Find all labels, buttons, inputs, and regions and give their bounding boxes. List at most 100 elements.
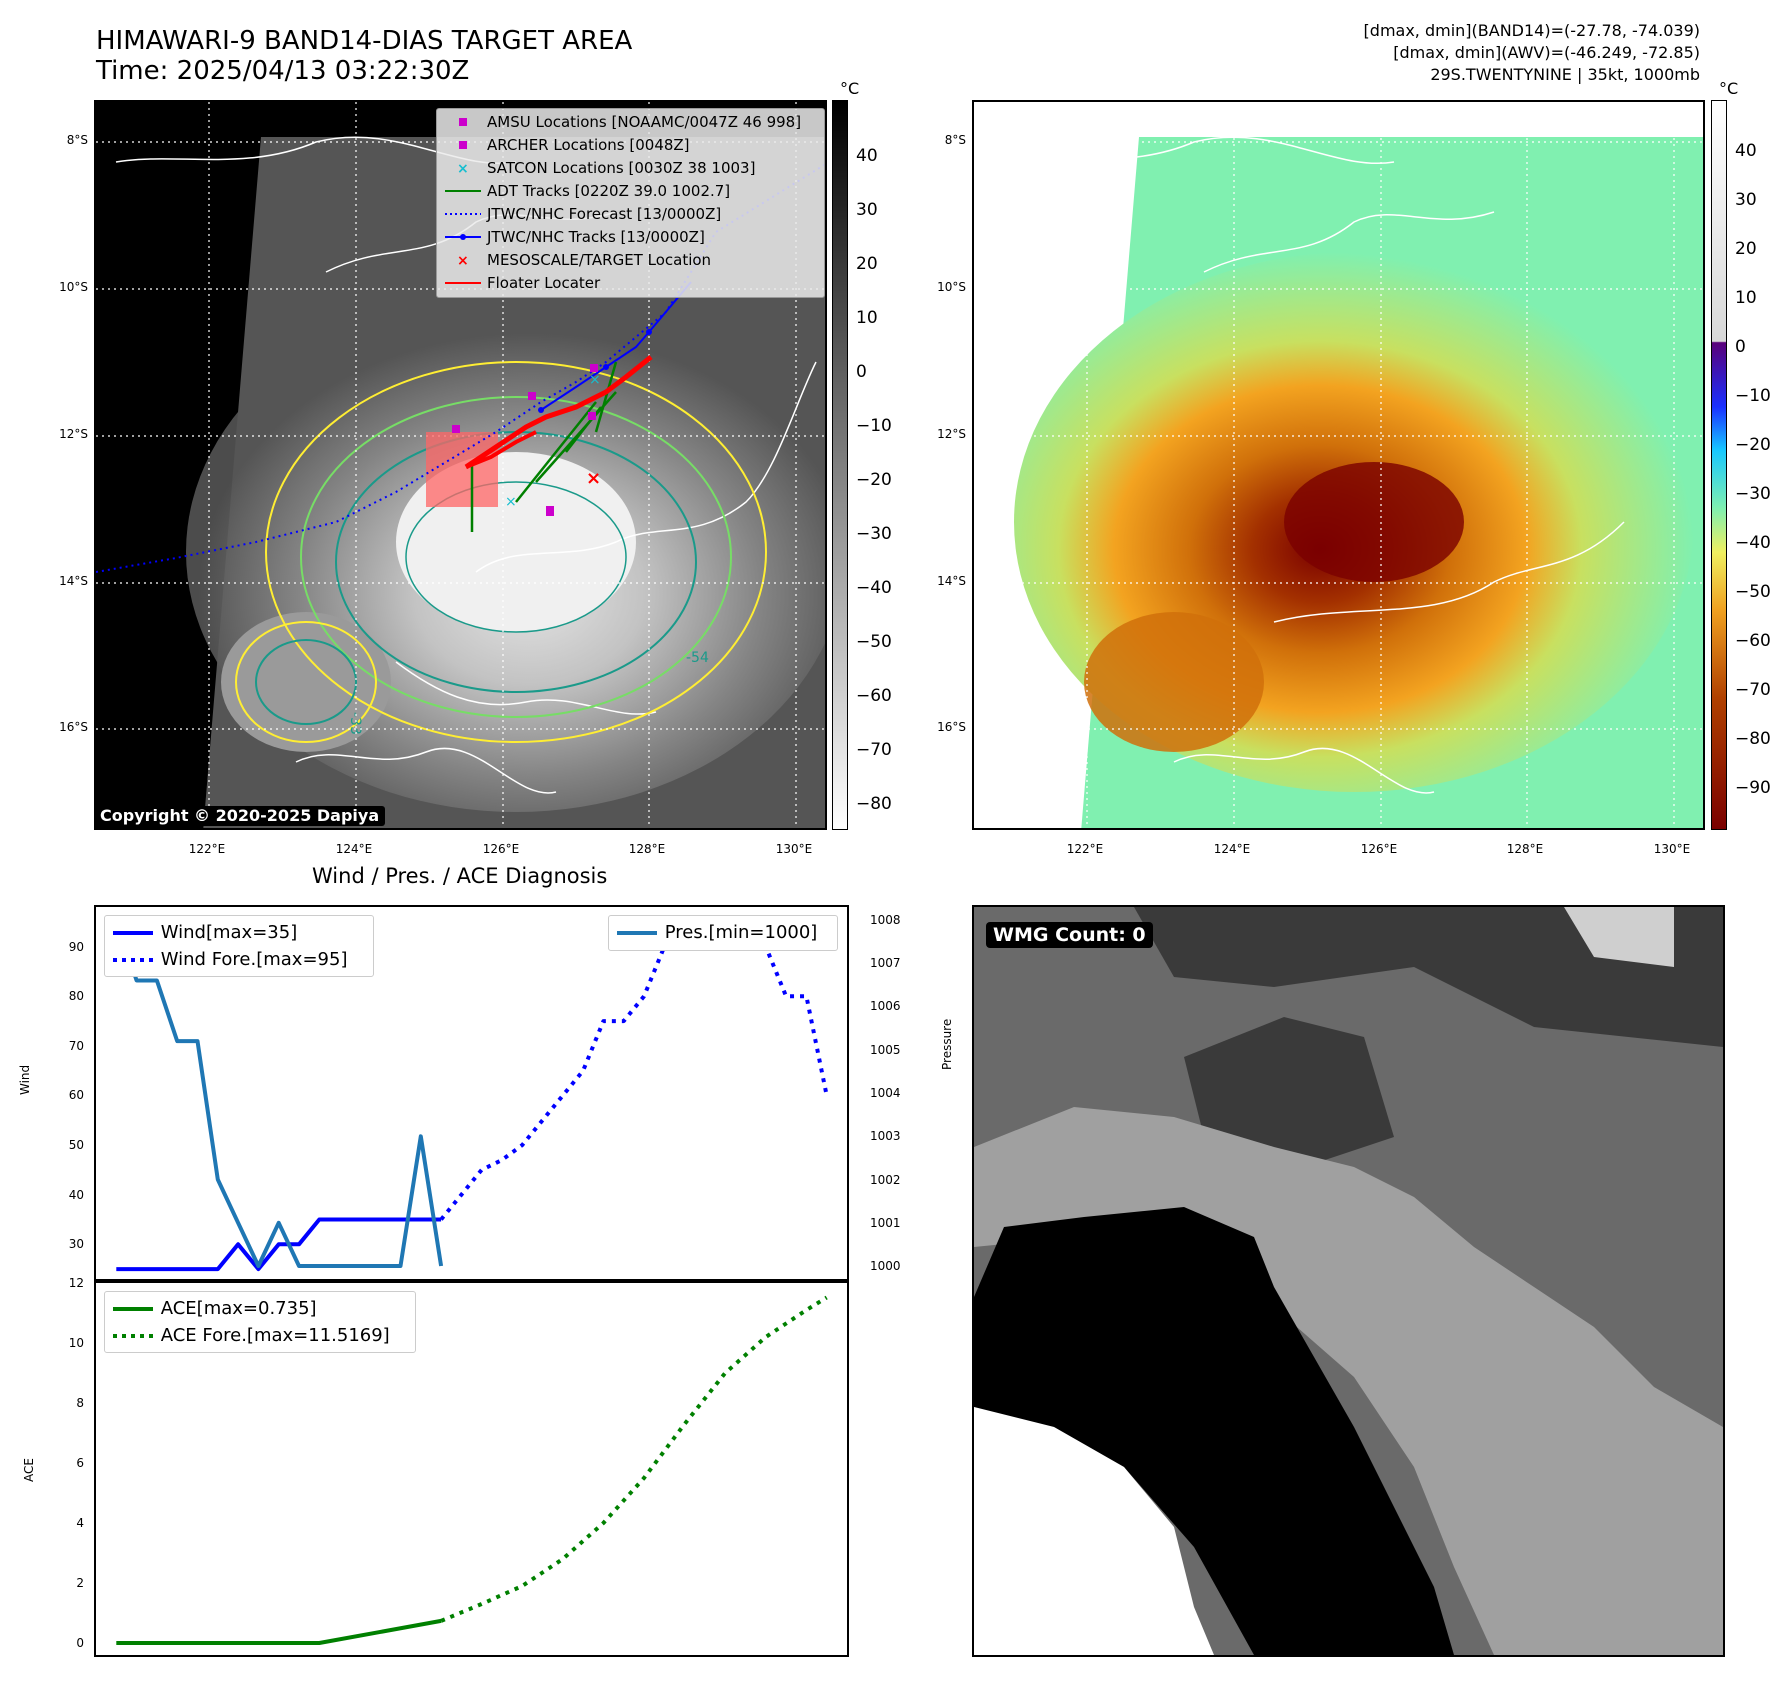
contour-yellow bbox=[265, 361, 767, 743]
lat-label: 10°S bbox=[59, 280, 88, 294]
solid-line-icon bbox=[113, 931, 153, 935]
square-marker-icon bbox=[443, 134, 483, 156]
contour-label: -54 bbox=[686, 650, 709, 666]
lat-label: 14°S bbox=[937, 574, 966, 588]
lat-label: 8°S bbox=[944, 133, 966, 147]
contour-teal-inner bbox=[405, 481, 627, 633]
colorbar-tick-label: 0 bbox=[856, 362, 867, 382]
lon-label: 124°E bbox=[1213, 842, 1251, 856]
y-tick-label: 4 bbox=[76, 1516, 84, 1530]
map-gridlines bbox=[974, 102, 1703, 828]
lat-label: 8°S bbox=[66, 133, 88, 147]
archer-marker bbox=[452, 425, 460, 433]
svg-text:×: × bbox=[457, 253, 469, 269]
wind-pressure-plot-frame: Wind[max=35] Wind Fore.[max=95] Pres.[mi… bbox=[94, 905, 849, 1281]
contour-yellow-west bbox=[235, 621, 377, 743]
colorbar-tick-label: 30 bbox=[856, 200, 878, 220]
amsu-marker bbox=[590, 364, 598, 372]
colorbar-tick-label: −80 bbox=[1735, 729, 1771, 749]
target-area-box bbox=[426, 432, 498, 507]
y-tick-label: 0 bbox=[76, 1636, 84, 1650]
contour-teal-west bbox=[255, 639, 357, 725]
awv-cell-west bbox=[1084, 612, 1264, 752]
lon-label: 122°E bbox=[188, 842, 226, 856]
colorbar-tick-label: −80 bbox=[856, 794, 892, 814]
dotted-line-icon bbox=[443, 203, 483, 225]
wmg-region bbox=[1184, 1017, 1394, 1167]
y-tick-label: 2 bbox=[76, 1576, 84, 1590]
wind-line bbox=[116, 1217, 442, 1272]
colorbar-tick-label: −90 bbox=[1735, 778, 1771, 798]
satcon-marker: × bbox=[505, 494, 517, 510]
awv-map-image bbox=[974, 102, 1703, 828]
ace-axis-label: ACE bbox=[22, 1458, 36, 1482]
y-tick-label: 1001 bbox=[870, 1215, 901, 1230]
legend-entry: ACE[max=0.735] bbox=[111, 1296, 317, 1322]
legend-entry: ACE Fore.[max=11.5169] bbox=[111, 1323, 390, 1349]
y-tick-label: 1000 bbox=[870, 1259, 901, 1274]
colorbar-tick-label: 40 bbox=[1735, 141, 1757, 161]
awv-map-panel bbox=[972, 100, 1705, 830]
solid-line-icon bbox=[617, 931, 657, 935]
legend-entry: Pres.[min=1000] bbox=[615, 920, 817, 946]
ace-legend: ACE[max=0.735] ACE Fore.[max=11.5169] bbox=[104, 1291, 416, 1353]
y-tick-label: 1004 bbox=[870, 1086, 901, 1100]
archer-marker bbox=[546, 506, 554, 516]
y-tick-label: 12 bbox=[68, 1276, 84, 1290]
amsu-marker bbox=[528, 392, 536, 400]
coastline bbox=[993, 136, 1395, 164]
lat-label: 16°S bbox=[937, 720, 966, 734]
contour-label: -33 bbox=[347, 712, 363, 735]
band14-colorbar bbox=[832, 100, 848, 830]
x-marker-icon: × bbox=[443, 249, 483, 271]
legend-entry: Wind Fore.[max=95] bbox=[111, 947, 347, 973]
copyright-badge: Copyright © 2020-2025 Dapiya bbox=[94, 806, 386, 826]
line-icon bbox=[443, 180, 483, 202]
line-icon bbox=[443, 272, 483, 294]
colorbar-unit: °C bbox=[1719, 79, 1739, 98]
colorbar-tick-label: −70 bbox=[856, 740, 892, 760]
colorbar-tick-label: −70 bbox=[1735, 680, 1771, 700]
y-tick-label: 30 bbox=[68, 1237, 84, 1252]
figure-title: HIMAWARI-9 BAND14-DIAS TARGET AREA bbox=[96, 26, 633, 56]
wmg-panel bbox=[972, 905, 1725, 1657]
lon-label: 122°E bbox=[1066, 842, 1104, 856]
wind-pressure-plot bbox=[114, 919, 829, 1272]
colorbar-tick-label: 20 bbox=[1735, 239, 1757, 259]
colorbar-tick-label: −50 bbox=[1735, 582, 1771, 602]
wmg-region bbox=[1134, 907, 1723, 1047]
square-marker-icon bbox=[443, 111, 483, 133]
lat-label: 14°S bbox=[59, 574, 88, 588]
awv-range-info: [dmax, dmin](AWV)=(-46.249, -72.85) bbox=[1393, 43, 1700, 62]
coastline bbox=[1203, 211, 1495, 273]
floater-locater-track bbox=[465, 430, 537, 469]
colorbar-tick-label: −30 bbox=[1735, 484, 1771, 504]
floater-locater-track bbox=[464, 355, 653, 470]
dotted-line-icon bbox=[113, 1334, 153, 1338]
line-dot-icon bbox=[443, 226, 483, 248]
wmg-region bbox=[974, 1407, 1214, 1655]
lon-label: 128°E bbox=[1506, 842, 1544, 856]
colorbar-tick-label: −60 bbox=[1735, 631, 1771, 651]
wind-forecast-line bbox=[439, 919, 829, 1221]
colorbar-tick-label: −60 bbox=[856, 686, 892, 706]
y-tick-label: 70 bbox=[68, 1038, 84, 1053]
colorbar-tick-label: 0 bbox=[1735, 337, 1746, 357]
lon-label: 130°E bbox=[775, 842, 813, 856]
colorbar-tick-label: −10 bbox=[856, 416, 892, 436]
y-tick-label: 1002 bbox=[870, 1172, 901, 1187]
colorbar-tick-label: −40 bbox=[856, 578, 892, 598]
contour-green bbox=[300, 396, 732, 718]
awv-core bbox=[1284, 462, 1464, 582]
wmg-region bbox=[974, 1207, 1454, 1655]
pressure-axis-label: Pressure bbox=[940, 1018, 954, 1070]
map-legend: AMSU Locations [NOAAMC/0047Z 46 998] ARC… bbox=[436, 108, 825, 298]
coastline bbox=[395, 661, 657, 715]
coastline bbox=[1273, 521, 1625, 623]
coastline bbox=[1173, 747, 1435, 794]
wind-axis-label: Wind bbox=[18, 1064, 32, 1095]
colorbar-tick-label: −40 bbox=[1735, 533, 1771, 553]
lon-label: 130°E bbox=[1653, 842, 1691, 856]
y-tick-label: 6 bbox=[76, 1456, 84, 1470]
pressure-line bbox=[114, 919, 444, 1268]
